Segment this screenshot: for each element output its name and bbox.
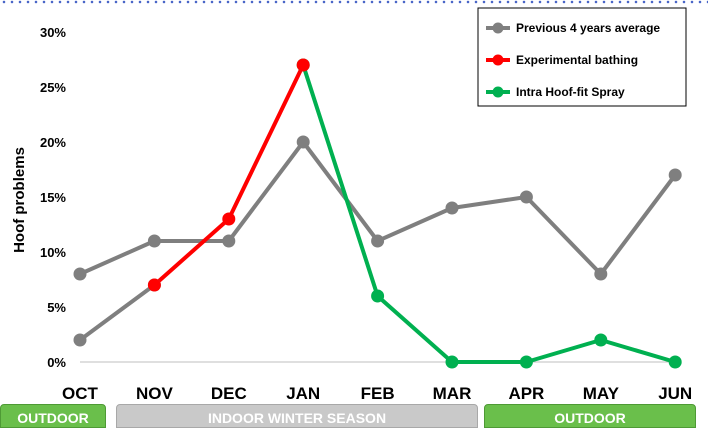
x-tick-label: JAN	[286, 384, 320, 403]
previous-4-years-average-point	[668, 168, 682, 182]
legend-label: Experimental bathing	[516, 53, 638, 67]
y-tick-label: 20%	[40, 135, 66, 150]
x-tick-label: APR	[508, 384, 544, 403]
previous-4-years-average-point	[371, 234, 385, 248]
y-tick-label: 25%	[40, 80, 66, 95]
x-tick-label: FEB	[361, 384, 395, 403]
y-tick-label: 10%	[40, 245, 66, 260]
previous-4-years-average-point	[296, 135, 310, 149]
experimental-bathing-point	[222, 212, 236, 226]
y-tick-label: 30%	[40, 25, 66, 40]
legend-swatch-marker	[492, 22, 504, 34]
legend-label: Intra Hoof-fit Spray	[516, 85, 625, 99]
intra-hoof-fit-spray-point	[668, 355, 682, 369]
previous-4-years-average-point	[222, 234, 236, 248]
legend-label: Previous 4 years average	[516, 21, 660, 35]
legend-swatch-marker	[492, 86, 504, 98]
previous-average-early-point	[73, 333, 87, 347]
y-axis-label: Hoof problems	[11, 147, 28, 253]
x-tick-label: NOV	[136, 384, 174, 403]
legend-swatch-marker	[492, 54, 504, 66]
hoof-problems-line-chart: Hoof problems 0% 5% 10% 15% 20% 25% 30% OCT NOV…	[11, 7, 692, 403]
experimental-bathing-point	[147, 278, 161, 292]
intra-hoof-fit-spray-point	[519, 355, 533, 369]
x-tick-label: OCT	[62, 384, 99, 403]
intra-hoof-fit-spray-point	[371, 289, 385, 303]
season-outdoor-start: OUTDOOR	[0, 404, 106, 428]
intra-hoof-fit-spray-line	[301, 63, 678, 364]
previous-average-early-line	[78, 283, 157, 342]
previous-4-years-average-line	[78, 140, 678, 276]
previous-4-years-average-point	[519, 190, 533, 204]
legend: Previous 4 years average Experimental bat…	[477, 7, 687, 107]
previous-4-years-average-point	[147, 234, 161, 248]
legend-box	[477, 7, 687, 107]
intra-hoof-fit-spray-point	[445, 355, 459, 369]
previous-4-years-average-point	[594, 267, 608, 281]
y-tick-label: 0%	[47, 355, 66, 370]
previous-4-years-average-point	[445, 201, 459, 215]
x-tick-label: MAR	[433, 384, 472, 403]
x-tick-label: JUN	[658, 384, 692, 403]
season-indoor-winter: INDOOR WINTER SEASON	[116, 404, 478, 428]
previous-4-years-average-point	[73, 267, 87, 281]
x-tick-label: DEC	[211, 384, 247, 403]
y-tick-label: 15%	[40, 190, 66, 205]
top-dotted-border	[0, 0, 708, 4]
x-tick-label: MAY	[583, 384, 620, 403]
y-tick-label: 5%	[47, 300, 66, 315]
intra-hoof-fit-spray-point	[594, 333, 608, 347]
experimental-bathing-point	[296, 58, 310, 72]
season-outdoor-end: OUTDOOR	[484, 404, 696, 428]
